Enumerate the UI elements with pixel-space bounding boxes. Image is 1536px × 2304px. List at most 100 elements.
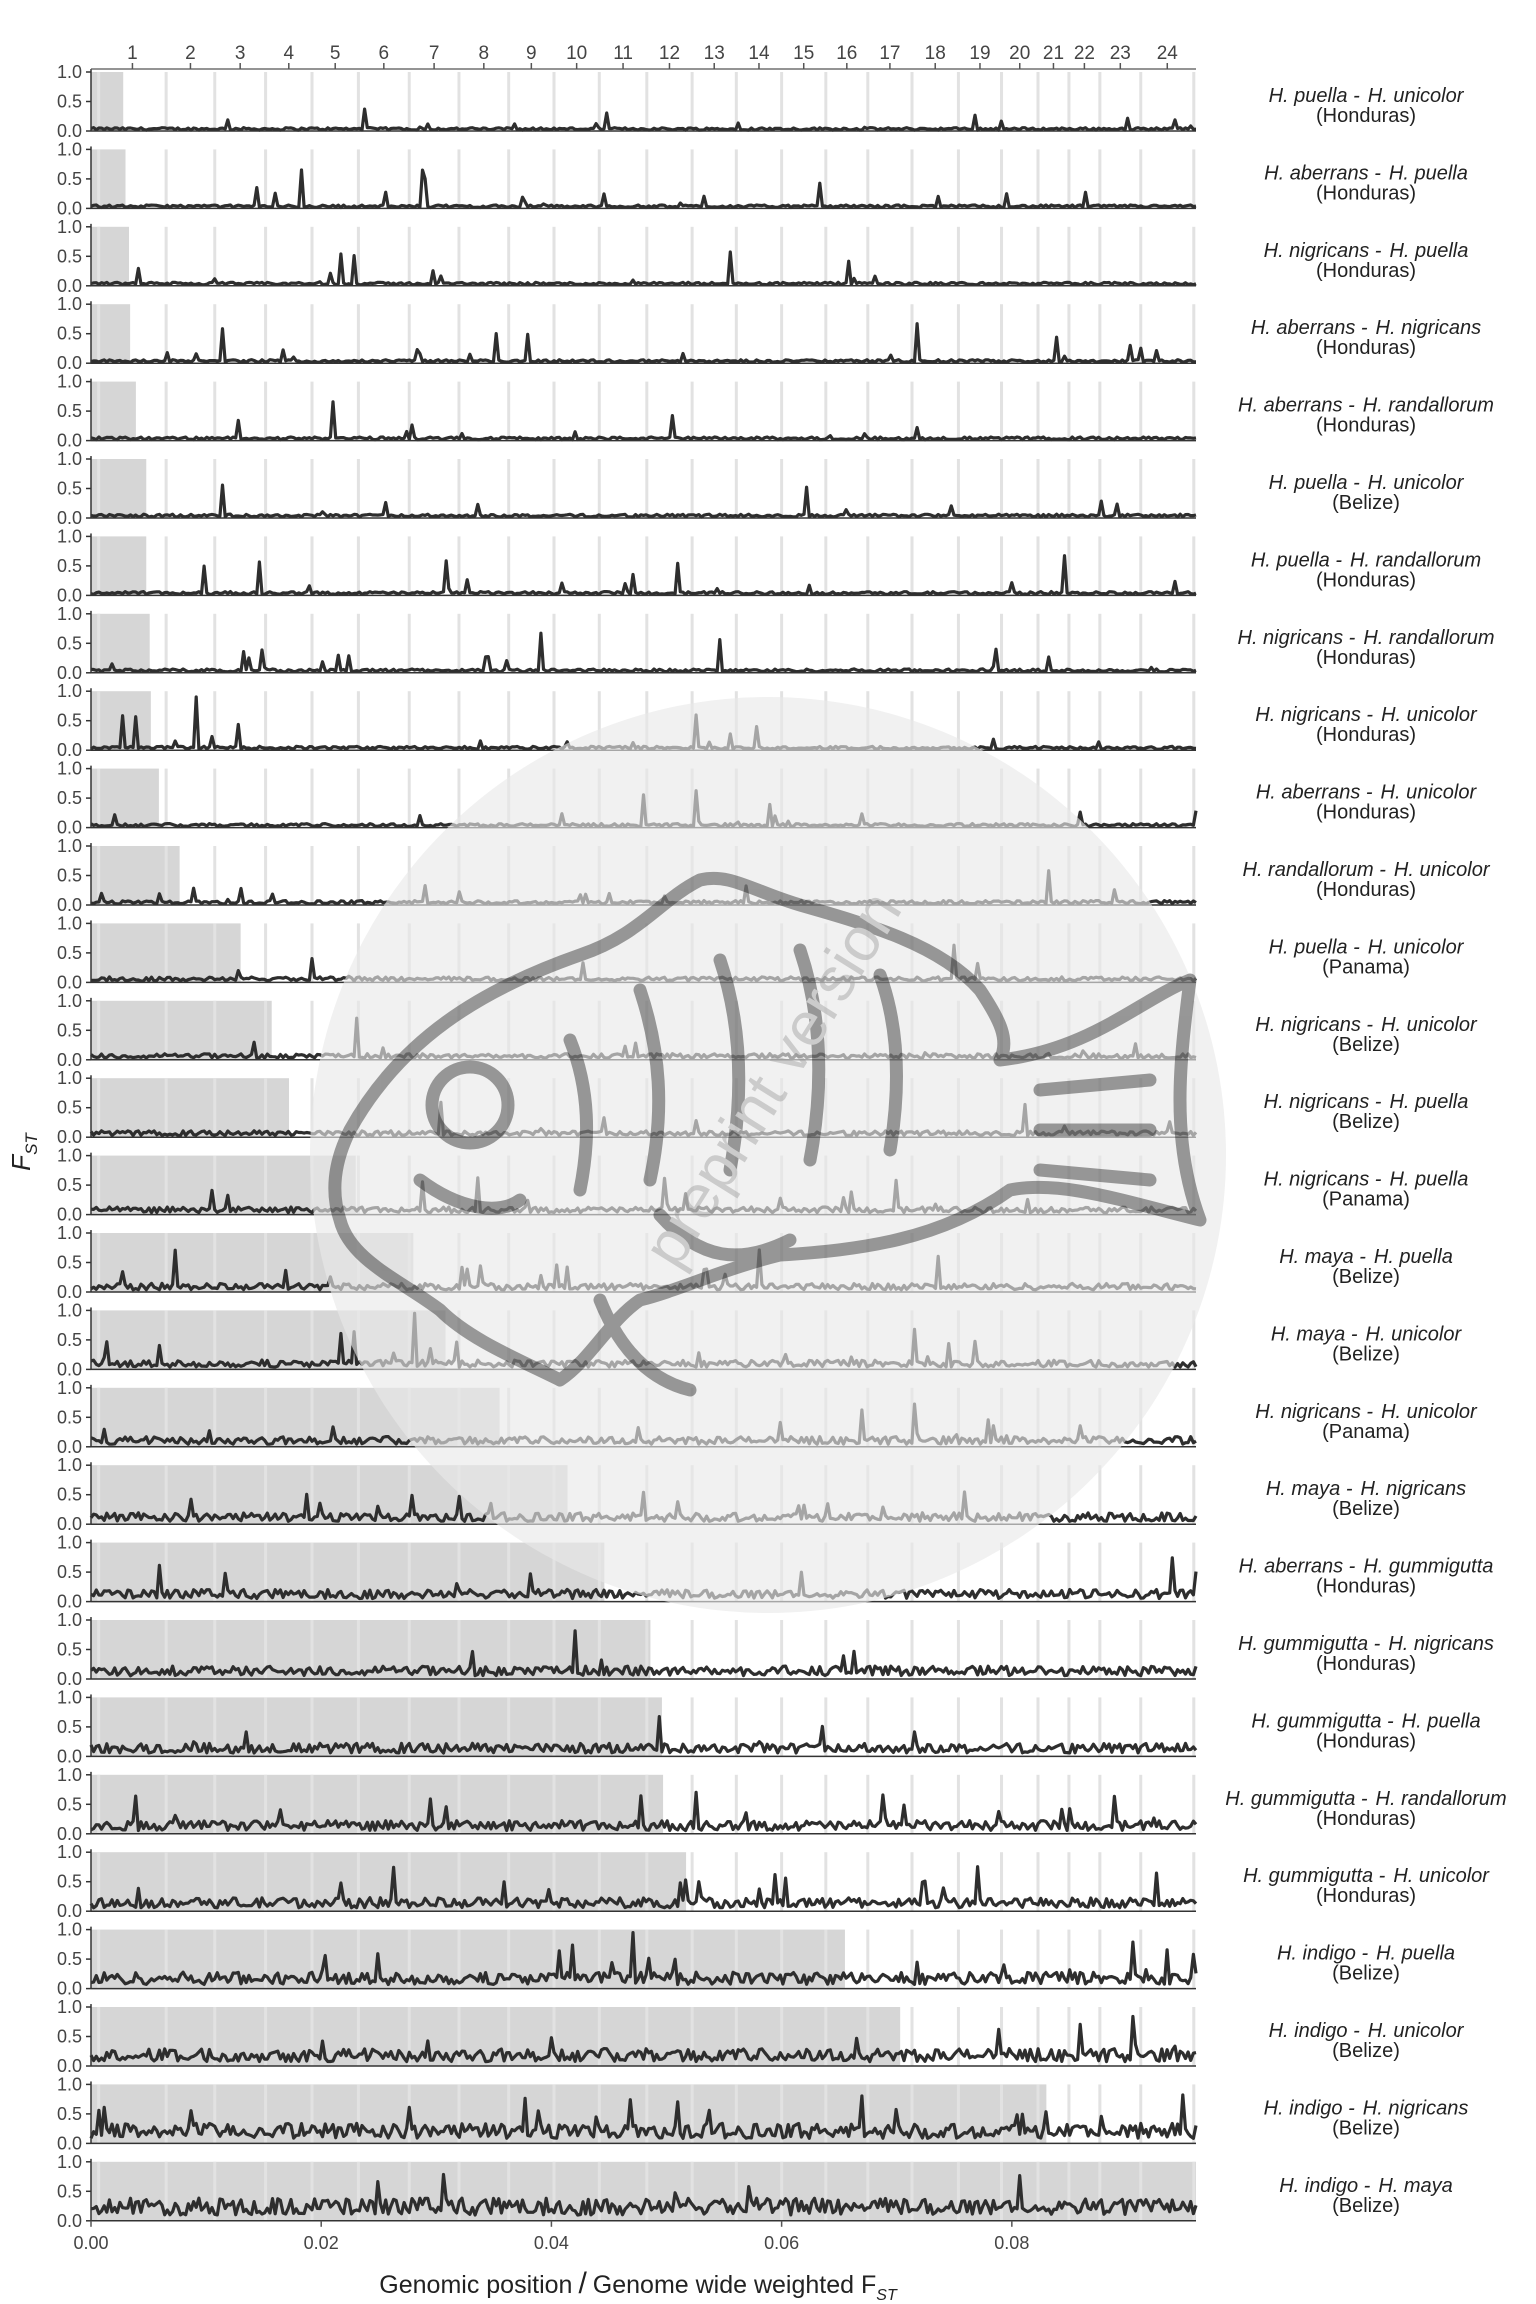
y-tick-label: 0.0 <box>57 121 82 141</box>
x-tick-label: 0.04 <box>534 2233 569 2253</box>
y-tick-label: 0.5 <box>57 2027 82 2047</box>
y-tick-label: 0.5 <box>57 1640 82 1660</box>
species-1: H. indigo - <box>1277 1943 1368 1965</box>
panel-label-location: (Honduras) <box>1316 415 1416 437</box>
panel-label-species: H. maya - H. puella <box>1279 1246 1453 1268</box>
y-tick-label: 0.0 <box>57 353 82 373</box>
species-2: H. puella <box>1389 240 1468 262</box>
chromosome-label: 13 <box>704 43 725 64</box>
species-1: H. nigricans - <box>1255 704 1373 726</box>
panel-label-location: (Honduras) <box>1316 260 1416 282</box>
panel-26: 0.0 0.5 1.0 H. indigo - H. unicolor(Belize) <box>57 1997 1465 2076</box>
species-1: H. puella - <box>1269 85 1360 107</box>
panel-label-species: H. nigricans - H. puella <box>1264 1091 1469 1113</box>
y-tick-label: 1.0 <box>57 62 82 82</box>
y-tick-label: 1.0 <box>57 991 82 1011</box>
y-tick-label: 0.5 <box>57 324 82 344</box>
species-2: H. unicolor <box>1368 85 1465 107</box>
fst-trace <box>90 322 1196 364</box>
y-tick-label: 0.5 <box>57 633 82 653</box>
svg-text:FST: FST <box>6 1132 41 1171</box>
chromosome-label: 24 <box>1157 43 1179 64</box>
y-tick-label: 1.0 <box>57 1765 82 1785</box>
x-tick-label: 0.08 <box>994 2233 1029 2253</box>
weighted-fst-bar <box>91 1078 289 1138</box>
panel-label-species: H. maya - H. nigricans <box>1266 1478 1466 1500</box>
species-1: H. maya - <box>1279 1246 1366 1268</box>
chromosome-label: 15 <box>793 43 814 64</box>
fish-icon <box>328 871 1207 1397</box>
panel-label-location: (Honduras) <box>1316 105 1416 127</box>
panel-label-species: H. puella - H. unicolor <box>1269 472 1465 494</box>
fst-trace <box>90 400 1197 442</box>
y-tick-label: 0.5 <box>57 1407 82 1427</box>
fst-trace <box>90 250 1197 287</box>
y-tick-label: 0.0 <box>57 276 82 296</box>
y-tick-label: 0.0 <box>57 2133 82 2153</box>
y-tick-label: 1.0 <box>57 681 82 701</box>
y-tick-label: 0.0 <box>57 508 82 528</box>
panel-7: 0.0 0.5 1.0 H. puella - H. randallorum(Hondu… <box>57 526 1481 605</box>
species-1: H. puella - <box>1269 472 1360 494</box>
y-tick-label: 1.0 <box>57 836 82 856</box>
panel-label-location: (Honduras) <box>1316 1730 1416 1752</box>
y-tick-label: 0.5 <box>57 1562 82 1582</box>
panel-8: 0.0 0.5 1.0 H. nigricans - H. randallorum(Ho… <box>57 604 1495 683</box>
panel-25: 0.0 0.5 1.0 H. indigo - H. puella(Belize) <box>57 1920 1455 1999</box>
chromosome-label: 20 <box>1009 43 1030 64</box>
panel-label-species: H. gummigutta - H. unicolor <box>1243 1865 1490 1887</box>
y-tick-label: 0.5 <box>57 788 82 808</box>
preprint-watermark: preprint version <box>310 697 1226 1613</box>
y-axis-title: FST <box>6 1132 41 1171</box>
y-tick-label: 1.0 <box>57 217 82 237</box>
y-tick-label: 1.0 <box>57 759 82 779</box>
species-2: H. unicolor <box>1368 936 1465 958</box>
y-tick-label: 0.0 <box>57 740 82 760</box>
panel-label-location: (Belize) <box>1332 1498 1400 1520</box>
fst-trace <box>89 2093 1198 2140</box>
panel-6: 0.0 0.5 1.0 H. puella - H. unicolor(Belize) <box>57 449 1465 528</box>
y-tick-label: 1.0 <box>57 139 82 159</box>
species-1: H. aberrans - <box>1264 162 1381 184</box>
panel-1: 0.0 0.5 1.0 H. puella - H. unicolor(Honduras… <box>57 62 1465 141</box>
y-tick-label: 1.0 <box>57 1687 82 1707</box>
y-tick-label: 0.5 <box>57 1794 82 1814</box>
x-axis-title-sub: ST <box>876 2287 898 2304</box>
species-1: H. nigricans - <box>1255 1401 1373 1423</box>
panel-23: 0.0 0.5 1.0 H. gummigutta - H. randallorum(H… <box>57 1765 1507 1844</box>
panel-2: 0.0 0.5 1.0 H. aberrans - H. puella(Honduras… <box>57 139 1468 218</box>
y-tick-label: 1.0 <box>57 913 82 933</box>
species-2: H. puella <box>1389 162 1468 184</box>
panel-label-species: H. indigo - H. maya <box>1279 2175 1453 2197</box>
fst-trace <box>89 1715 1198 1755</box>
species-2: H. gummigutta <box>1363 1556 1493 1578</box>
species-2: H. nigricans <box>1376 317 1482 339</box>
y-tick-label: 0.0 <box>57 2056 82 2076</box>
panel-label-location: (Honduras) <box>1316 337 1416 359</box>
y-tick-label: 1.0 <box>57 1920 82 1940</box>
weighted-fst-bar <box>91 149 126 209</box>
y-tick-label: 0.0 <box>57 198 82 218</box>
chromosome-label: 1 <box>127 43 138 64</box>
weighted-fst-bar <box>91 226 129 286</box>
fst-trace <box>89 1865 1198 1910</box>
panel-label-species: H. aberrans - H. unicolor <box>1256 782 1478 804</box>
y-tick-label: 1.0 <box>57 2152 82 2172</box>
panel-label-species: H. gummigutta - H. puella <box>1251 1710 1480 1732</box>
species-2: H. puella <box>1389 1169 1468 1191</box>
panel-label-location: (Honduras) <box>1316 569 1416 591</box>
panel-21: 0.0 0.5 1.0 H. gummigutta - H. nigricans(Hon… <box>57 1610 1494 1689</box>
species-2: H. unicolor <box>1381 782 1478 804</box>
species-2: H. puella <box>1376 1943 1455 1965</box>
panel-label-location: (Belize) <box>1332 1266 1400 1288</box>
panel-label-species: H. indigo - H. nigricans <box>1264 2097 1469 2119</box>
y-tick-label: 1.0 <box>57 1146 82 1166</box>
panel-label-species: H. nigricans - H. unicolor <box>1255 1401 1478 1423</box>
panel-label-species: H. aberrans - H. puella <box>1264 162 1468 184</box>
y-tick-label: 0.5 <box>57 866 82 886</box>
panel-label-species: H. gummigutta - H. nigricans <box>1238 1633 1494 1655</box>
panel-label-location: (Honduras) <box>1316 802 1416 824</box>
y-tick-label: 0.5 <box>57 1717 82 1737</box>
x-axis-title: Genomic position / Genome wide weighted FS… <box>379 2267 898 2304</box>
y-tick-label: 1.0 <box>57 449 82 469</box>
